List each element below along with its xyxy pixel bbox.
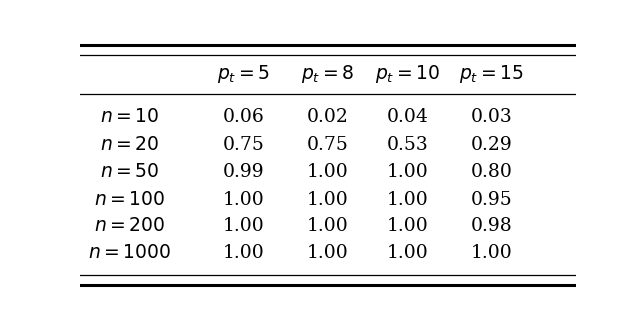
Text: 1.00: 1.00 xyxy=(387,244,428,262)
Text: 1.00: 1.00 xyxy=(223,191,264,209)
Text: 0.03: 0.03 xyxy=(471,109,513,126)
Text: 0.04: 0.04 xyxy=(387,109,428,126)
Text: 1.00: 1.00 xyxy=(471,244,513,262)
Text: $p_t = 15$: $p_t = 15$ xyxy=(460,63,524,85)
Text: 0.06: 0.06 xyxy=(223,109,264,126)
Text: $n = 200$: $n = 200$ xyxy=(94,217,165,236)
Text: 0.75: 0.75 xyxy=(307,136,349,154)
Text: $n = 20$: $n = 20$ xyxy=(100,136,159,154)
Text: $n = 1000$: $n = 1000$ xyxy=(88,244,172,262)
Text: 0.75: 0.75 xyxy=(223,136,264,154)
Text: 1.00: 1.00 xyxy=(307,217,349,236)
Text: $n = 10$: $n = 10$ xyxy=(100,109,159,126)
Text: 0.29: 0.29 xyxy=(471,136,513,154)
Text: $p_t = 10$: $p_t = 10$ xyxy=(375,63,440,85)
Text: 1.00: 1.00 xyxy=(387,163,428,181)
Text: 0.80: 0.80 xyxy=(471,163,513,181)
Text: 1.00: 1.00 xyxy=(223,244,264,262)
Text: $n = 50$: $n = 50$ xyxy=(100,163,159,181)
Text: $n = 100$: $n = 100$ xyxy=(94,191,165,209)
Text: $p_t = 5$: $p_t = 5$ xyxy=(217,63,270,85)
Text: 1.00: 1.00 xyxy=(387,217,428,236)
Text: 1.00: 1.00 xyxy=(223,217,264,236)
Text: 1.00: 1.00 xyxy=(307,163,349,181)
Text: 0.02: 0.02 xyxy=(307,109,349,126)
Text: 0.53: 0.53 xyxy=(387,136,428,154)
Text: 1.00: 1.00 xyxy=(387,191,428,209)
Text: 0.95: 0.95 xyxy=(471,191,513,209)
Text: 1.00: 1.00 xyxy=(307,244,349,262)
Text: 1.00: 1.00 xyxy=(307,191,349,209)
Text: $p_t = 8$: $p_t = 8$ xyxy=(301,63,355,85)
Text: 0.98: 0.98 xyxy=(471,217,513,236)
Text: 0.99: 0.99 xyxy=(223,163,264,181)
